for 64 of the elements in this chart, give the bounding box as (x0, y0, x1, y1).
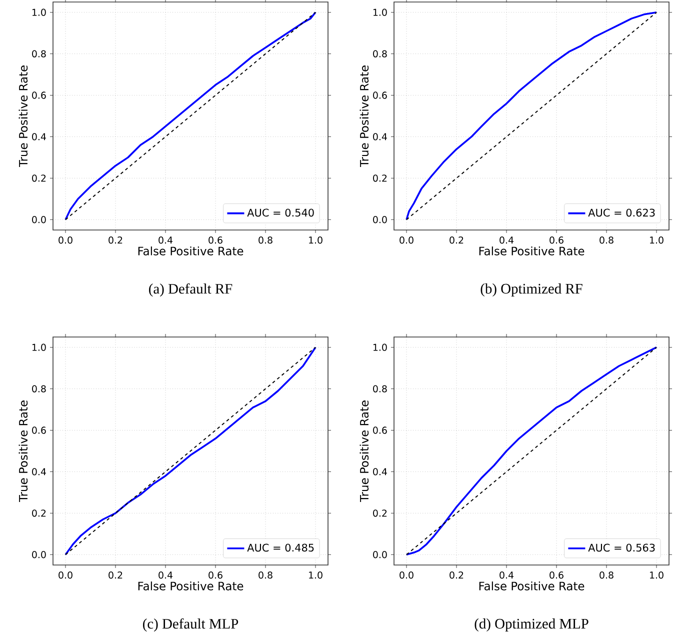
x-tick-label: 0.6 (550, 236, 564, 244)
y-tick-label: 0.0 (32, 216, 46, 224)
legend-label: AUC = 0.540 (247, 208, 314, 217)
x-tick-label: 0.6 (208, 236, 222, 244)
x-tick-label: 0.2 (108, 572, 122, 579)
x-tick-label: 1.0 (650, 572, 664, 579)
x-tick-label: 1.0 (650, 236, 664, 244)
y-tick-label: 0.4 (373, 133, 387, 140)
y-tick-label: 1.0 (373, 8, 387, 16)
y-tick-label: 0.2 (32, 174, 46, 182)
x-axis-title: False Positive Rate (138, 582, 244, 590)
y-tick-label: 1.0 (373, 344, 387, 351)
text: (b) Optimized RF (480, 283, 582, 297)
y-tick-label: 0.4 (32, 468, 46, 476)
x-tick-label: 0.6 (550, 572, 564, 579)
legend-label: AUC = 0.485 (247, 544, 314, 552)
legend-label: AUC = 0.563 (588, 544, 655, 552)
y-axis-title: True Positive Rate (18, 66, 28, 168)
y-tick-label: 0.4 (32, 133, 46, 140)
y-tick-label: 0.8 (32, 385, 46, 392)
x-tick-label: 1.0 (309, 236, 322, 244)
legend-label: AUC = 0.623 (588, 208, 655, 217)
text: (a) Default RF (149, 283, 232, 297)
x-tick-label: 0.4 (500, 236, 514, 244)
y-tick-label: 0.2 (373, 174, 387, 182)
y-tick-label: 0.8 (32, 50, 46, 58)
x-tick-label: 0.8 (600, 236, 614, 244)
y-axis-title: True Positive Rate (18, 400, 28, 502)
y-tick-label: 0.0 (373, 216, 387, 224)
x-tick-label: 0.4 (158, 236, 173, 244)
x-tick-label: 0.8 (600, 572, 614, 579)
x-tick-label: 0.8 (258, 236, 272, 244)
y-tick-label: 0.8 (373, 50, 387, 58)
x-axis-title: False Positive Rate (479, 582, 584, 590)
y-tick-label: 0.8 (373, 385, 387, 392)
x-tick-label: 1.0 (309, 572, 322, 579)
y-axis-title: True Positive Rate (360, 400, 369, 502)
x-tick-label: 0.6 (208, 572, 222, 579)
y-axis-title: True Positive Rate (360, 66, 369, 168)
x-tick-label: 0.8 (258, 572, 272, 579)
x-tick-label: 0.4 (158, 572, 173, 579)
x-tick-label: 0.2 (450, 572, 464, 579)
y-tick-label: 0.0 (373, 551, 387, 558)
text: (d) Optimized MLP (474, 618, 588, 632)
x-tick-label: 0.0 (58, 572, 72, 579)
y-tick-label: 0.6 (373, 92, 387, 99)
y-tick-label: 0.2 (32, 510, 46, 517)
y-tick-label: 0.4 (373, 468, 387, 476)
x-tick-label: 0.0 (400, 572, 414, 579)
x-tick-label: 0.2 (108, 236, 122, 244)
y-tick-label: 1.0 (32, 344, 46, 351)
y-tick-label: 1.0 (32, 8, 46, 16)
x-axis-title: False Positive Rate (138, 246, 244, 256)
x-axis-title: False Positive Rate (479, 246, 584, 256)
x-tick-label: 0.2 (450, 236, 464, 244)
x-tick-label: 0.0 (400, 236, 414, 244)
y-tick-label: 0.2 (373, 510, 387, 517)
x-tick-label: 0.0 (58, 236, 72, 244)
y-tick-label: 0.0 (32, 551, 46, 558)
y-tick-label: 0.6 (32, 92, 46, 99)
y-tick-label: 0.6 (373, 426, 387, 434)
y-tick-label: 0.6 (32, 426, 46, 434)
text: (c) Default MLP (143, 618, 238, 632)
x-tick-label: 0.4 (500, 572, 514, 579)
